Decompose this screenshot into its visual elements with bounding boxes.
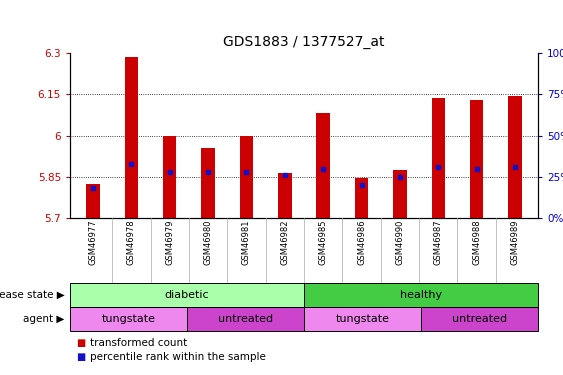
- Bar: [304, 307, 421, 331]
- Bar: [432, 98, 445, 218]
- Bar: [508, 96, 522, 218]
- Bar: [393, 170, 406, 218]
- Text: untreated: untreated: [452, 314, 507, 324]
- Text: GSM46978: GSM46978: [127, 219, 136, 265]
- Bar: [316, 114, 330, 218]
- Text: untreated: untreated: [218, 314, 273, 324]
- Bar: [240, 135, 253, 218]
- Text: GSM46981: GSM46981: [242, 219, 251, 265]
- Text: percentile rank within the sample: percentile rank within the sample: [90, 352, 266, 362]
- Bar: [86, 184, 100, 218]
- Text: agent ▶: agent ▶: [23, 314, 64, 324]
- Text: transformed count: transformed count: [90, 338, 187, 348]
- Bar: [163, 135, 176, 218]
- Text: GSM46977: GSM46977: [88, 219, 97, 265]
- Bar: [70, 307, 187, 331]
- Bar: [187, 307, 304, 331]
- Bar: [70, 283, 304, 307]
- Text: GSM46986: GSM46986: [357, 219, 366, 265]
- Bar: [470, 100, 484, 218]
- Text: GSM46979: GSM46979: [165, 219, 174, 265]
- Text: GSM46990: GSM46990: [395, 219, 404, 265]
- Text: healthy: healthy: [400, 290, 442, 300]
- Bar: [124, 57, 138, 218]
- Text: GSM46985: GSM46985: [319, 219, 328, 265]
- Bar: [278, 172, 292, 218]
- Bar: [355, 178, 368, 218]
- Text: disease state ▶: disease state ▶: [0, 290, 64, 300]
- Title: GDS1883 / 1377527_at: GDS1883 / 1377527_at: [224, 35, 385, 49]
- Text: GSM46982: GSM46982: [280, 219, 289, 265]
- Text: ■: ■: [75, 352, 85, 362]
- Bar: [421, 307, 538, 331]
- Bar: [304, 283, 538, 307]
- Text: GSM46989: GSM46989: [511, 219, 520, 265]
- Text: diabetic: diabetic: [165, 290, 209, 300]
- Text: GSM46988: GSM46988: [472, 219, 481, 265]
- Bar: [202, 148, 215, 218]
- Text: GSM46987: GSM46987: [434, 219, 443, 265]
- Text: tungstate: tungstate: [101, 314, 155, 324]
- Text: GSM46980: GSM46980: [204, 219, 213, 265]
- Text: ■: ■: [75, 338, 85, 348]
- Text: tungstate: tungstate: [336, 314, 390, 324]
